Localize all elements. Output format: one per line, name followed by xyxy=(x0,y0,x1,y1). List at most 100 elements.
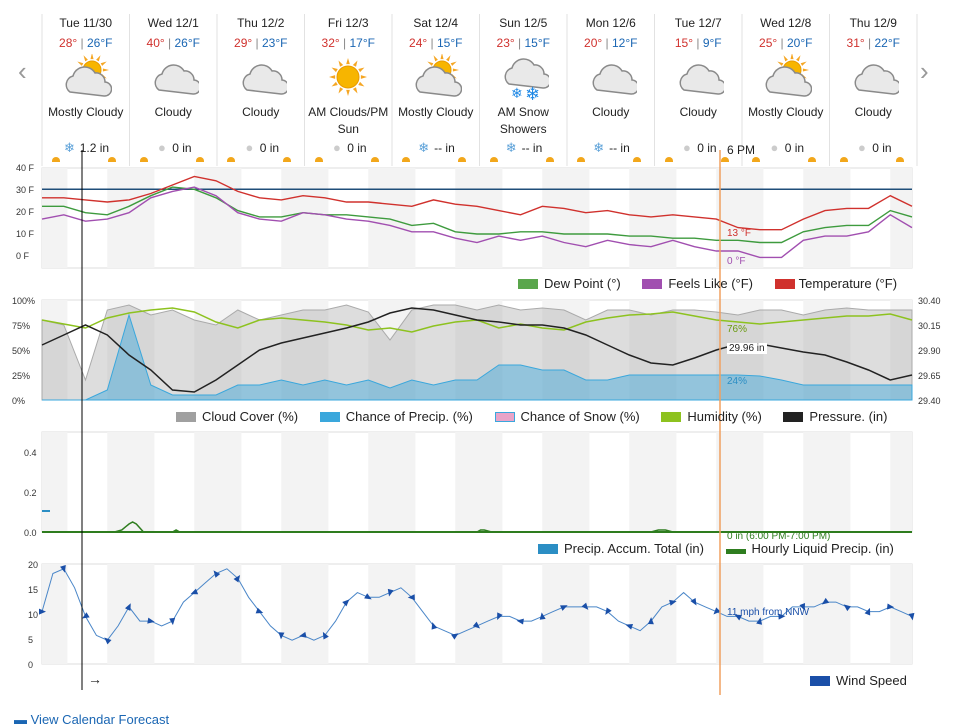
wind-axis-tick: 0 xyxy=(28,660,34,670)
wind-direction-marker xyxy=(451,633,459,640)
night-shade xyxy=(542,300,590,400)
sun-row xyxy=(480,157,568,167)
night-shade xyxy=(42,564,68,664)
night-shade xyxy=(368,564,416,664)
wind-direction-marker xyxy=(690,597,697,606)
wind-direction-marker xyxy=(799,603,806,611)
condition-text: Cloudy xyxy=(242,105,280,119)
wind-direction-marker xyxy=(669,599,677,606)
sky-legend: Cloud Cover (%) Chance of Precip. (%) Ch… xyxy=(158,409,887,424)
wind-direction-marker xyxy=(843,604,851,612)
pressure-axis-tick: 29.65 xyxy=(918,371,941,381)
sun-row xyxy=(830,157,918,167)
day-name: Fri 12/3 xyxy=(327,16,369,30)
night-shade xyxy=(716,432,764,532)
day-column[interactable]: Thu 12/2 29° | 23°F Cloudy ● 0 in xyxy=(217,14,305,166)
low-temp: 15°F xyxy=(524,36,550,50)
precip-amount: ❄ -- in xyxy=(480,140,568,156)
temp-separator: | xyxy=(868,36,872,50)
sunset-icon xyxy=(283,157,291,162)
night-shade xyxy=(368,432,416,532)
night-shade xyxy=(194,168,242,268)
temp-separator: | xyxy=(255,36,259,50)
prev-arrow-button[interactable]: ‹ xyxy=(18,56,27,86)
night-shade xyxy=(455,168,503,268)
wind-direction-marker xyxy=(39,608,46,615)
night-shade xyxy=(890,300,912,400)
wind-axis-tick: 5 xyxy=(28,635,34,645)
wind-direction-marker xyxy=(190,588,199,595)
temp-axis-tick: 20 F xyxy=(16,207,35,217)
precip-amount: ● 0 in xyxy=(655,140,743,155)
cursor-wind-label: 11 mph from NNW xyxy=(727,607,810,618)
condition-text: AM Snow Showers xyxy=(497,105,549,136)
condition-text: Mostly Cloudy xyxy=(748,105,824,119)
wind-direction-marker xyxy=(864,607,871,616)
sun-row xyxy=(217,157,305,167)
sunset-icon xyxy=(370,157,379,162)
legend-swatch-precip xyxy=(319,412,340,422)
wind-direction-marker xyxy=(560,605,568,611)
day-column[interactable]: Tue 11/30 28° | 26°F Mostly Cloudy ❄ 1.2 in xyxy=(42,14,130,166)
precip-amount: ● 0 in xyxy=(130,140,218,155)
temp-separator: | xyxy=(80,36,84,50)
wind-direction-marker xyxy=(387,588,394,597)
pct-axis-tick: 0% xyxy=(12,396,26,406)
low-temp: 17°F xyxy=(349,36,375,50)
precip-chance-area xyxy=(42,313,913,401)
night-shade xyxy=(194,432,242,532)
night-shade xyxy=(629,300,677,400)
sun-row xyxy=(392,157,480,167)
legend-swatch-dew xyxy=(518,279,538,289)
day-column[interactable]: Sat 12/4 24° | 15°F Mostly Cloudy ❄ -- in xyxy=(392,14,480,166)
day-column[interactable]: Wed 12/8 25° | 20°F Mostly Cloudy ● 0 in xyxy=(742,14,830,166)
sunrise-icon xyxy=(314,157,323,162)
temp-axis-tick: 40 F xyxy=(16,163,35,173)
day-column[interactable]: Tue 12/7 15° | 9°F Cloudy ● 0 in xyxy=(655,14,743,166)
wind-direction-marker xyxy=(778,613,786,620)
day-name: Wed 12/8 xyxy=(760,16,812,30)
wind-direction-marker xyxy=(908,612,915,621)
condition-text: AM Clouds/PM Sun xyxy=(308,105,389,136)
legend-label-precip: Chance of Precip. (%) xyxy=(345,409,473,424)
legend-swatch-pressure xyxy=(783,412,804,422)
wind-axis-tick: 10 xyxy=(28,610,39,620)
condition-text: Cloudy xyxy=(592,105,630,119)
wind-direction-marker xyxy=(472,621,481,629)
sunrise-icon xyxy=(577,157,585,162)
moon-icon: ● xyxy=(770,140,779,155)
legend-swatch-snow xyxy=(494,412,515,422)
snowflake-icon: ❄ xyxy=(505,140,517,155)
night-shade xyxy=(803,564,851,664)
high-temp: 31° xyxy=(846,36,865,50)
cloud-cover-area xyxy=(41,304,913,401)
sunrise-icon xyxy=(52,157,60,162)
wind-direction-marker xyxy=(581,602,589,610)
wind-direction-marker xyxy=(364,593,372,600)
wind-direction-marker xyxy=(104,637,112,645)
precip-amount: ● 0 in xyxy=(305,140,393,155)
day-column[interactable]: Thu 12/9 31° | 22°F Cloudy ● 0 in xyxy=(830,14,918,166)
sun-row xyxy=(742,157,830,167)
day-column[interactable]: Mon 12/6 20° | 12°F Cloudy ❄ -- in xyxy=(567,14,655,166)
wind-direction-marker xyxy=(322,631,329,640)
wind-direction-marker xyxy=(342,599,350,607)
day-column[interactable]: Fri 12/3 32° | 17°F AM Clouds/PM Sun ● 0 in xyxy=(305,14,393,166)
cursor-pressure-label: 29.96 in xyxy=(727,343,767,354)
next-arrow-button[interactable]: › xyxy=(920,56,929,86)
pressure-axis-tick: 30.40 xyxy=(918,296,941,306)
day-column[interactable]: Sun 12/5 23° | 15°F ❄ ❄ AM Snow Showers ❄ -- … xyxy=(480,14,568,166)
pressure-axis-tick: 29.90 xyxy=(918,346,941,356)
precip-amount: ● 0 in xyxy=(217,140,305,155)
sun-row xyxy=(42,157,130,167)
night-shade xyxy=(281,300,329,400)
day-column[interactable]: Wed 12/1 40° | 26°F Cloudy ● 0 in xyxy=(130,14,218,166)
precip-amount: ● 0 in xyxy=(830,140,918,155)
snowflake-icon: ❄ xyxy=(63,140,75,155)
cursor-temp-label: 13 °F xyxy=(727,228,752,239)
high-temp: 24° xyxy=(409,36,428,50)
moon-icon: ● xyxy=(245,140,254,155)
day-temps: 23° | 15°F xyxy=(480,36,568,50)
sunset-icon xyxy=(108,157,116,162)
time-arrow-icon: → xyxy=(88,671,102,687)
